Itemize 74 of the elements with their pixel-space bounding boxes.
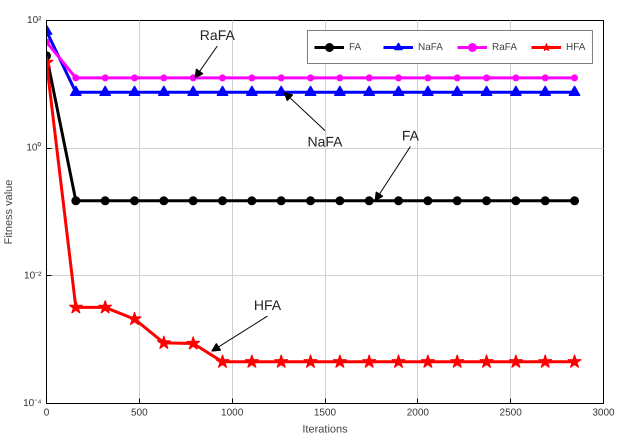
point (278, 74, 285, 82)
point (423, 196, 432, 206)
point (394, 196, 404, 206)
annotation: FA (402, 128, 420, 144)
point (160, 74, 168, 82)
point (454, 74, 461, 82)
point (570, 196, 580, 206)
point (364, 196, 374, 206)
point (247, 196, 256, 206)
point (424, 74, 432, 82)
point (276, 196, 286, 206)
point (542, 74, 549, 82)
point (303, 354, 318, 368)
point (68, 300, 83, 314)
point (218, 196, 228, 206)
legend-label: NaFA (418, 42, 443, 52)
point (131, 74, 138, 82)
point (306, 196, 316, 206)
y-tick-label: 10⁰ (26, 142, 42, 154)
x-tick-label: 1500 (314, 408, 337, 418)
point (159, 196, 168, 206)
point (72, 74, 80, 82)
point (482, 196, 492, 206)
y-tick-label: 10⁻² (24, 270, 42, 282)
x-axis-title: Iterations (302, 424, 348, 436)
y-axis-title: Fitness value (3, 180, 16, 244)
y-tick-label: 10⁻⁴ (23, 398, 42, 409)
point (186, 336, 200, 350)
point (248, 74, 256, 82)
point (335, 196, 344, 206)
point (244, 354, 260, 368)
point (100, 196, 110, 206)
point (71, 196, 80, 206)
point (452, 196, 462, 206)
point (479, 354, 494, 368)
point (307, 74, 314, 82)
point (483, 74, 490, 82)
x-tick-label: 500 (130, 408, 148, 418)
point (567, 354, 582, 368)
point (538, 354, 552, 368)
point (391, 354, 406, 368)
point (215, 354, 230, 368)
point (98, 300, 112, 314)
legend-label: RaFA (492, 42, 517, 52)
point (188, 196, 198, 206)
point (336, 74, 344, 82)
point (512, 74, 520, 82)
x-tick-label: 0 (44, 408, 50, 418)
point (102, 74, 109, 82)
legend-label: HFA (566, 42, 586, 52)
annotation: NaFA (307, 134, 344, 150)
x-tick-label: 1000 (221, 408, 244, 418)
point (511, 196, 520, 206)
point (540, 196, 550, 206)
annotation: RaFA (200, 27, 236, 44)
point (395, 74, 402, 82)
point (156, 335, 171, 350)
y-tick-label: 10² (27, 15, 42, 26)
point (508, 354, 524, 368)
x-tick-label: 2500 (500, 408, 522, 418)
point (332, 354, 348, 368)
annotation: HFA (254, 297, 282, 314)
x-tick-label: 2000 (406, 408, 430, 418)
point (274, 354, 288, 368)
point (571, 74, 578, 82)
point (420, 354, 436, 368)
point (450, 354, 464, 368)
point (219, 74, 226, 82)
point (366, 74, 373, 82)
x-tick-label: 3000 (592, 408, 616, 418)
point (127, 312, 142, 326)
legend-label: FA (348, 42, 362, 52)
point (362, 354, 376, 368)
point (130, 196, 140, 206)
